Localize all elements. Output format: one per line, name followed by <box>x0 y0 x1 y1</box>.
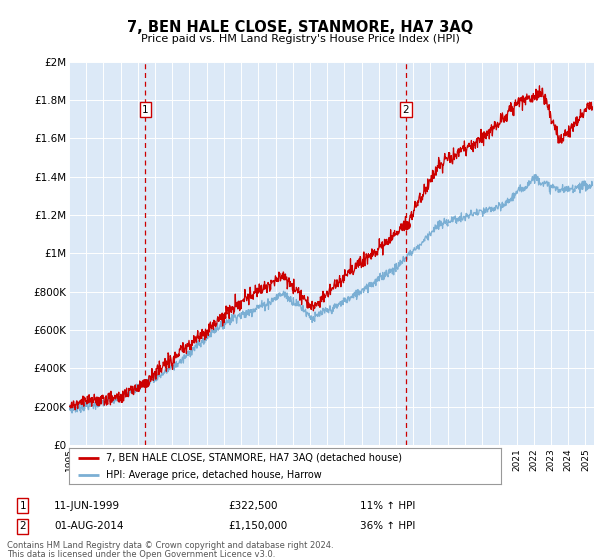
Text: 2: 2 <box>19 521 26 531</box>
Text: 2: 2 <box>403 105 409 115</box>
Text: 7, BEN HALE CLOSE, STANMORE, HA7 3AQ (detached house): 7, BEN HALE CLOSE, STANMORE, HA7 3AQ (de… <box>106 453 402 463</box>
Text: This data is licensed under the Open Government Licence v3.0.: This data is licensed under the Open Gov… <box>7 550 275 559</box>
Text: £322,500: £322,500 <box>228 501 277 511</box>
Text: 1: 1 <box>19 501 26 511</box>
Text: 01-AUG-2014: 01-AUG-2014 <box>54 521 124 531</box>
Text: Contains HM Land Registry data © Crown copyright and database right 2024.: Contains HM Land Registry data © Crown c… <box>7 541 334 550</box>
Text: 7, BEN HALE CLOSE, STANMORE, HA7 3AQ: 7, BEN HALE CLOSE, STANMORE, HA7 3AQ <box>127 20 473 35</box>
Text: £1,150,000: £1,150,000 <box>228 521 287 531</box>
Text: 1: 1 <box>142 105 149 115</box>
Text: 11% ↑ HPI: 11% ↑ HPI <box>360 501 415 511</box>
Text: 11-JUN-1999: 11-JUN-1999 <box>54 501 120 511</box>
Text: Price paid vs. HM Land Registry's House Price Index (HPI): Price paid vs. HM Land Registry's House … <box>140 34 460 44</box>
Text: HPI: Average price, detached house, Harrow: HPI: Average price, detached house, Harr… <box>106 470 322 480</box>
Text: 36% ↑ HPI: 36% ↑ HPI <box>360 521 415 531</box>
